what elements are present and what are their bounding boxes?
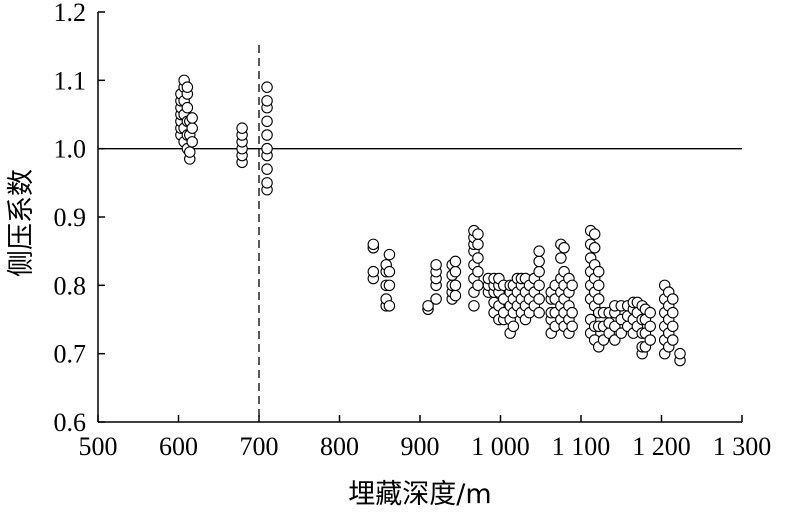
data-point bbox=[261, 163, 273, 175]
data-point bbox=[236, 122, 248, 134]
data-point bbox=[383, 248, 396, 261]
data-point bbox=[555, 252, 567, 264]
data-point bbox=[667, 334, 679, 346]
data-point bbox=[449, 255, 462, 268]
data-point bbox=[472, 265, 484, 278]
data-point bbox=[261, 129, 273, 141]
axes bbox=[97, 11, 743, 423]
y-axis-title: 侧压系数 bbox=[6, 169, 37, 277]
y-tick-label: 0.9 bbox=[54, 203, 87, 232]
data-point bbox=[533, 293, 545, 305]
x-tick-label: 1 300 bbox=[713, 432, 772, 461]
x-tick-label: 1 000 bbox=[471, 432, 530, 461]
data-point bbox=[261, 177, 273, 189]
data-point bbox=[533, 279, 545, 292]
x-tick-label: 500 bbox=[79, 432, 118, 461]
data-point bbox=[644, 320, 656, 333]
data-point bbox=[644, 306, 656, 319]
data-point bbox=[449, 289, 462, 302]
x-tick-label: 1 200 bbox=[632, 432, 691, 461]
y-tick-label: 1.2 bbox=[54, 0, 87, 27]
data-point bbox=[186, 112, 198, 124]
data-point bbox=[261, 81, 273, 93]
data-point bbox=[449, 265, 462, 278]
x-tick-label: 700 bbox=[240, 432, 279, 461]
data-point bbox=[566, 279, 578, 292]
data-point bbox=[592, 293, 605, 305]
data-point bbox=[533, 245, 545, 257]
data-point bbox=[588, 242, 601, 254]
data-point bbox=[186, 122, 198, 134]
data-point bbox=[566, 320, 578, 333]
data-point bbox=[184, 146, 196, 158]
data-point bbox=[383, 300, 396, 312]
x-tick-label: 1 100 bbox=[552, 432, 611, 461]
data-point bbox=[558, 242, 570, 254]
data-point bbox=[261, 142, 273, 155]
data-point bbox=[468, 300, 480, 312]
data-point bbox=[588, 228, 601, 240]
data-point bbox=[383, 265, 396, 278]
data-point bbox=[186, 136, 198, 148]
data-point bbox=[430, 293, 442, 305]
data-point bbox=[667, 293, 679, 305]
data-point bbox=[261, 115, 273, 128]
y-tick-label: 0.8 bbox=[54, 271, 87, 300]
data-point bbox=[533, 265, 545, 278]
y-tick-label: 1.1 bbox=[54, 66, 87, 95]
data-point bbox=[592, 265, 605, 278]
data-point bbox=[533, 255, 545, 268]
data-point bbox=[367, 265, 380, 278]
data-point bbox=[430, 259, 442, 271]
y-tick-label: 1.0 bbox=[54, 135, 87, 164]
data-points bbox=[175, 74, 686, 367]
data-point bbox=[472, 228, 484, 240]
data-point bbox=[422, 300, 434, 312]
data-point bbox=[472, 252, 484, 264]
data-point bbox=[674, 347, 686, 360]
data-point bbox=[507, 320, 520, 333]
data-point bbox=[644, 334, 656, 346]
data-point bbox=[449, 279, 462, 292]
x-axis-title: 埋藏深度/m bbox=[348, 479, 491, 510]
data-point bbox=[181, 81, 194, 93]
data-point bbox=[533, 306, 545, 319]
y-tick-label: 0.6 bbox=[54, 408, 87, 437]
data-point bbox=[383, 279, 396, 292]
tick-labels: 500 600 700 800 900 1 000 1 100 1 200 1 300 0.6 0.… bbox=[54, 0, 772, 461]
data-point bbox=[667, 320, 679, 333]
data-point bbox=[261, 95, 273, 107]
data-point bbox=[667, 306, 679, 319]
data-point bbox=[472, 238, 484, 251]
data-point bbox=[566, 306, 578, 319]
data-point bbox=[367, 238, 380, 251]
x-tick-label: 600 bbox=[159, 432, 198, 461]
x-tick-label: 800 bbox=[320, 432, 359, 461]
data-point bbox=[181, 101, 194, 114]
y-tick-label: 0.7 bbox=[54, 340, 87, 369]
data-point bbox=[472, 279, 484, 292]
x-tick-label: 900 bbox=[401, 432, 440, 461]
plot-area bbox=[98, 45, 742, 422]
data-point bbox=[592, 279, 605, 292]
